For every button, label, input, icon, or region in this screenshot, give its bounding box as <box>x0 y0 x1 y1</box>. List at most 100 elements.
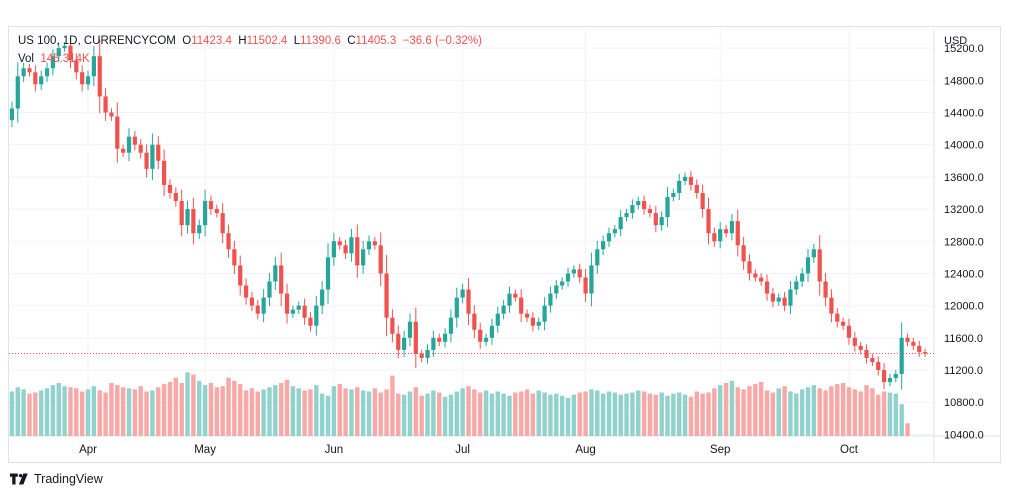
candle-body[interactable] <box>706 209 711 234</box>
candle-body[interactable] <box>448 317 454 334</box>
candle-body[interactable] <box>402 337 407 350</box>
candle-body[interactable] <box>841 321 846 326</box>
candle-body[interactable] <box>144 152 149 169</box>
candle-body[interactable] <box>279 265 284 294</box>
candle-body[interactable] <box>794 281 799 290</box>
candle-body[interactable] <box>665 196 670 218</box>
candle-body[interactable] <box>413 321 418 354</box>
candle-body[interactable] <box>126 136 132 153</box>
candle-body[interactable] <box>302 305 307 318</box>
candle-body[interactable] <box>243 285 249 298</box>
candle-body[interactable] <box>636 201 641 206</box>
candle-body[interactable] <box>9 108 15 121</box>
candle-body[interactable] <box>829 297 834 314</box>
candle-body[interactable] <box>138 144 143 153</box>
candle-body[interactable] <box>688 176 694 185</box>
candle-body[interactable] <box>922 352 928 354</box>
candle-body[interactable] <box>735 221 740 246</box>
candle-body[interactable] <box>214 209 219 214</box>
candle-body[interactable] <box>723 229 729 234</box>
candle-body[interactable] <box>331 241 336 258</box>
candle-body[interactable] <box>74 60 79 73</box>
candle-body[interactable] <box>606 233 612 242</box>
tradingview-logo-icon[interactable] <box>10 473 30 485</box>
candle-body[interactable] <box>917 345 922 353</box>
candle-body[interactable] <box>238 265 243 286</box>
candle-body[interactable] <box>284 293 290 314</box>
candle-body[interactable] <box>764 281 770 294</box>
candle-body[interactable] <box>115 116 120 149</box>
candle-body[interactable] <box>501 305 506 314</box>
candle-body[interactable] <box>700 192 705 210</box>
candle-body[interactable] <box>425 349 430 358</box>
candle-body[interactable] <box>466 289 471 314</box>
candle-body[interactable] <box>694 184 699 193</box>
candle-body[interactable] <box>729 221 735 234</box>
candle-body[interactable] <box>208 201 214 210</box>
candle-body[interactable] <box>97 56 102 97</box>
candle-body[interactable] <box>314 305 319 326</box>
candle-body[interactable] <box>179 201 184 226</box>
candle-body[interactable] <box>162 160 167 185</box>
candle-body[interactable] <box>372 241 377 246</box>
candle-body[interactable] <box>325 257 331 290</box>
candle-body[interactable] <box>472 313 477 330</box>
candle-body[interactable] <box>343 245 348 254</box>
candle-body[interactable] <box>571 269 576 274</box>
candle-body[interactable] <box>460 289 465 298</box>
candle-body[interactable] <box>454 297 459 318</box>
candle-body[interactable] <box>437 337 442 342</box>
candle-body[interactable] <box>232 249 237 266</box>
candle-body[interactable] <box>747 261 752 274</box>
candle-body[interactable] <box>647 209 653 214</box>
candle-body[interactable] <box>899 337 904 375</box>
candle-body[interactable] <box>858 345 863 350</box>
candle-body[interactable] <box>630 205 635 214</box>
candle-body[interactable] <box>677 180 682 193</box>
candle-body[interactable] <box>577 269 582 278</box>
candle-body[interactable] <box>624 213 629 218</box>
candle-body[interactable] <box>173 192 178 202</box>
candle-body[interactable] <box>156 144 161 161</box>
candle-body[interactable] <box>759 277 764 282</box>
candle-body[interactable] <box>671 192 676 197</box>
candle-body[interactable] <box>91 56 96 77</box>
candle-body[interactable] <box>881 370 887 383</box>
candle-body[interactable] <box>612 229 617 234</box>
candle-body[interactable] <box>197 225 202 234</box>
candle-body[interactable] <box>876 361 881 371</box>
candle-body[interactable] <box>261 297 266 314</box>
candle-body[interactable] <box>712 233 717 242</box>
candle-body[interactable] <box>15 76 20 109</box>
candle-body[interactable] <box>50 56 56 69</box>
candle-body[interactable] <box>366 241 372 250</box>
candle-body[interactable] <box>835 313 840 322</box>
candle-body[interactable] <box>337 241 342 246</box>
candle-body[interactable] <box>560 281 565 286</box>
candle-body[interactable] <box>255 305 260 314</box>
candle-body[interactable] <box>121 148 126 153</box>
candle-body[interactable] <box>407 321 413 338</box>
candle-body[interactable] <box>495 313 500 326</box>
candle-body[interactable] <box>191 209 196 234</box>
candle-body[interactable] <box>384 273 389 318</box>
candle-body[interactable] <box>273 265 278 282</box>
candle-body[interactable] <box>864 349 869 358</box>
candle-body[interactable] <box>548 293 553 306</box>
candle-body[interactable] <box>659 217 664 226</box>
candle-body[interactable] <box>361 249 366 266</box>
candle-body[interactable] <box>536 321 541 326</box>
candle-body[interactable] <box>718 229 723 242</box>
candle-body[interactable] <box>226 233 231 250</box>
candle-body[interactable] <box>565 273 571 282</box>
candle-body[interactable] <box>583 277 588 294</box>
candle-body[interactable] <box>601 241 606 250</box>
candle-body[interactable] <box>56 48 61 57</box>
candle-body[interactable] <box>513 293 518 298</box>
candle-body[interactable] <box>870 357 875 362</box>
candle-body[interactable] <box>109 112 114 117</box>
candle-body[interactable] <box>554 285 559 294</box>
candle-body[interactable] <box>852 337 857 346</box>
candle-body[interactable] <box>308 317 313 326</box>
candle-body[interactable] <box>431 337 436 350</box>
